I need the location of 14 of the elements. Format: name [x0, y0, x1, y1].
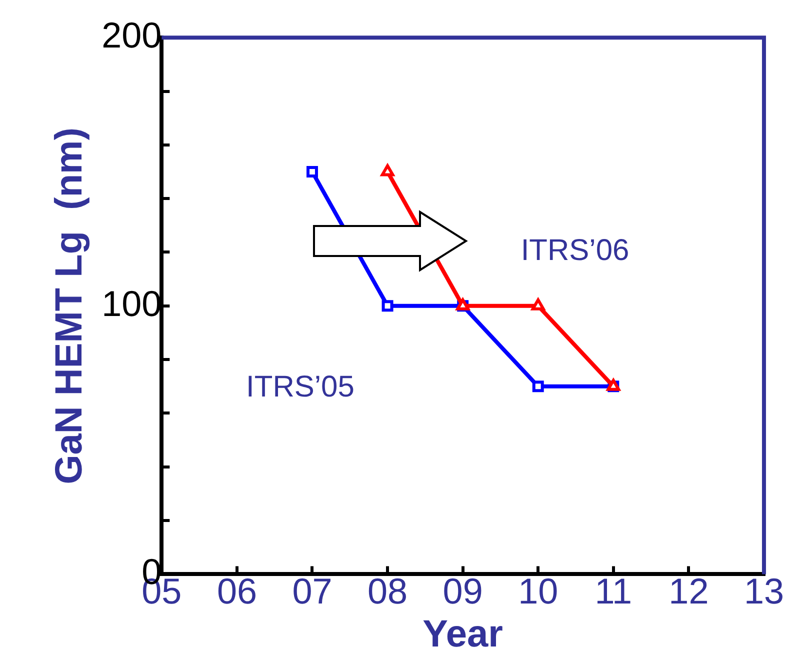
y-tick-label: 200: [102, 14, 162, 56]
x-tick-label: 11: [594, 570, 632, 612]
y-tick-label: 100: [102, 282, 162, 324]
x-axis-title: Year: [422, 614, 504, 656]
x-tick-label: 09: [442, 570, 483, 612]
series-label: ITRS’06: [520, 234, 630, 268]
x-tick-label: 08: [368, 570, 408, 612]
x-tick-label: 07: [292, 570, 332, 612]
text: ITRS’05: [246, 370, 354, 404]
x-tick-label: 06: [216, 570, 257, 612]
x-tick-label: 13: [744, 570, 784, 612]
x-tick-label: 10: [518, 570, 558, 612]
y-axis-title: GaN HEMT Lg (nm): [48, 128, 90, 484]
x-tick-label: 12: [668, 570, 709, 612]
